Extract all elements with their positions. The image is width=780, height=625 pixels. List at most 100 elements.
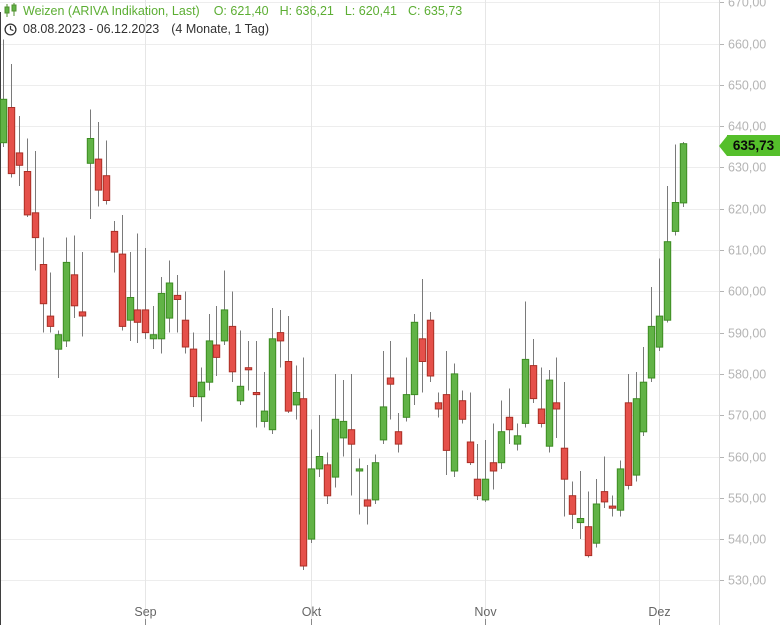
candle bbox=[584, 491, 593, 558]
candle-body bbox=[0, 98, 8, 144]
candle bbox=[394, 413, 403, 453]
y-tick-label: 660,00 bbox=[728, 38, 766, 52]
y-tick-label: 580,00 bbox=[728, 368, 766, 382]
candle bbox=[78, 252, 87, 337]
last-price-badge: 635,73 bbox=[719, 135, 780, 157]
candle-body bbox=[379, 406, 388, 441]
candle bbox=[545, 369, 554, 453]
candle-body bbox=[473, 478, 482, 497]
candle-body bbox=[165, 282, 174, 319]
candle-body bbox=[466, 441, 475, 464]
candle bbox=[307, 429, 316, 544]
candle-body bbox=[141, 309, 150, 334]
candle bbox=[608, 495, 617, 517]
y-tick-label: 630,00 bbox=[728, 161, 766, 175]
candle-body bbox=[205, 340, 214, 383]
candle bbox=[521, 301, 530, 428]
candle-body bbox=[268, 338, 277, 431]
candle-body bbox=[347, 429, 356, 445]
candle-body bbox=[110, 230, 119, 253]
candle bbox=[458, 390, 467, 424]
candle bbox=[252, 340, 261, 428]
candle-body bbox=[355, 468, 364, 472]
y-tick-label: 620,00 bbox=[728, 203, 766, 217]
candle-body bbox=[252, 392, 261, 396]
y-tick-label: 540,00 bbox=[728, 533, 766, 547]
candle-body bbox=[23, 171, 32, 216]
ohlc-readout: O: 621,40 H: 636,21 L: 620,41 C: 635,73 bbox=[214, 4, 463, 18]
candle-body bbox=[236, 385, 245, 402]
candle bbox=[505, 388, 514, 445]
candle bbox=[418, 278, 427, 393]
candle bbox=[86, 109, 95, 219]
y-tick-label: 670,00 bbox=[728, 0, 766, 10]
candle bbox=[157, 276, 166, 354]
candle-body bbox=[576, 518, 585, 524]
candle-body bbox=[228, 325, 237, 373]
candle bbox=[647, 287, 656, 383]
candle-body bbox=[560, 447, 569, 480]
candle bbox=[228, 291, 237, 383]
candle bbox=[663, 186, 672, 323]
candle bbox=[244, 340, 253, 391]
candle bbox=[568, 481, 577, 529]
candle-body bbox=[276, 332, 285, 342]
candle-body bbox=[284, 361, 293, 412]
candle-body bbox=[497, 431, 506, 464]
candle-body bbox=[537, 408, 546, 424]
candle bbox=[616, 460, 625, 517]
candle bbox=[315, 415, 324, 478]
candle bbox=[220, 270, 229, 345]
y-tick-label: 600,00 bbox=[728, 285, 766, 299]
candle bbox=[576, 471, 585, 540]
x-month-label: Nov bbox=[474, 605, 497, 619]
candle bbox=[379, 351, 388, 445]
candle bbox=[434, 392, 443, 418]
candle-body bbox=[663, 241, 672, 321]
candle-body bbox=[157, 292, 166, 340]
candle-body bbox=[133, 309, 142, 323]
candle bbox=[355, 458, 364, 515]
candle bbox=[126, 252, 135, 341]
candle bbox=[284, 316, 293, 414]
candle bbox=[149, 305, 158, 350]
candle bbox=[205, 314, 214, 391]
candle bbox=[386, 340, 395, 420]
candle-body bbox=[608, 505, 617, 509]
candle-body bbox=[46, 315, 55, 327]
candle-body bbox=[102, 175, 111, 201]
candle bbox=[363, 464, 372, 525]
candle-body bbox=[394, 431, 403, 445]
candle bbox=[347, 373, 356, 496]
candle bbox=[133, 233, 142, 343]
candle bbox=[181, 291, 190, 354]
candle bbox=[466, 392, 475, 465]
candle bbox=[62, 237, 71, 348]
candle-body bbox=[671, 202, 680, 232]
candle-body bbox=[78, 311, 87, 317]
candle-body bbox=[323, 464, 332, 497]
candle bbox=[118, 214, 127, 331]
candle-body bbox=[639, 381, 648, 433]
candle-body bbox=[426, 319, 435, 377]
y-tick-label: 640,00 bbox=[728, 120, 766, 134]
candle-body bbox=[244, 367, 253, 371]
candle-body bbox=[600, 491, 609, 503]
date-range: 08.08.2023 - 06.12.2023 bbox=[23, 22, 160, 36]
candle bbox=[371, 454, 380, 504]
candle-body bbox=[126, 297, 135, 321]
x-month-label: Sep bbox=[134, 605, 156, 619]
candle bbox=[189, 332, 198, 407]
clock-icon bbox=[4, 22, 17, 36]
ohlc-close: C: 635,73 bbox=[408, 3, 463, 18]
candle-body bbox=[70, 274, 79, 307]
candle-body bbox=[458, 400, 467, 420]
candle bbox=[560, 382, 569, 517]
candle bbox=[481, 440, 490, 502]
date-range-row: 08.08.2023 - 06.12.2023 (4 Monate, 1 Tag… bbox=[0, 21, 462, 37]
candle-body bbox=[568, 495, 577, 515]
candle-body bbox=[584, 526, 593, 557]
candle-body bbox=[149, 334, 158, 340]
candle bbox=[54, 330, 63, 378]
